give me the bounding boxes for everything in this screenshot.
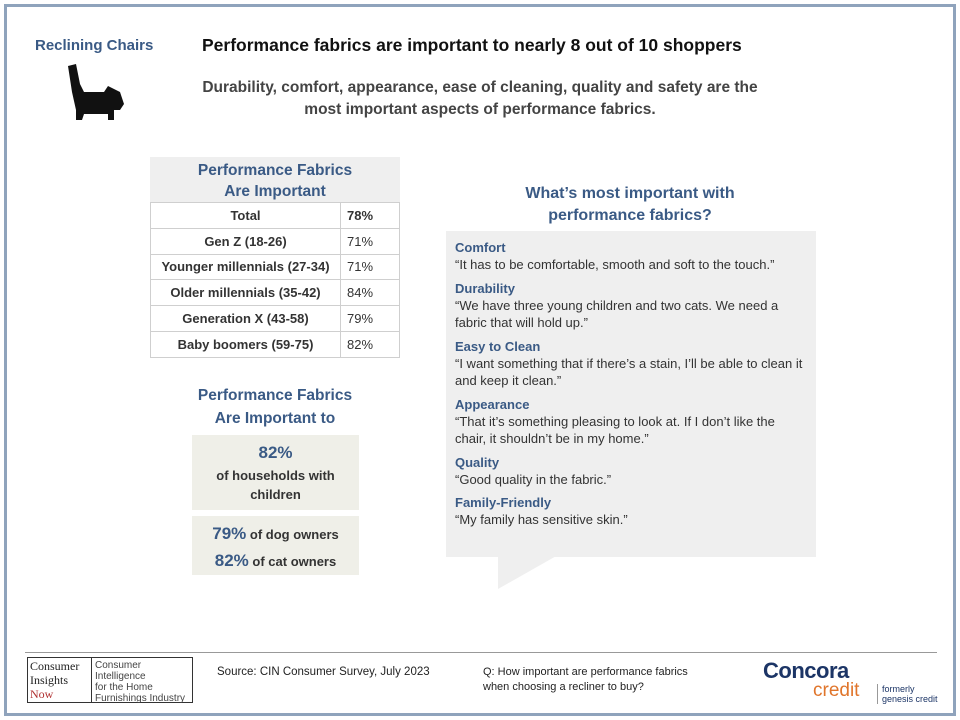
headline: Performance fabrics are important to nea…	[202, 35, 742, 55]
survey-question-line2: when choosing a recliner to buy?	[483, 681, 644, 693]
cin-tagline: Consumer Intelligence for the Home Furni…	[95, 660, 191, 704]
cin-logo: Consumer Insights Now Consumer Intellige…	[27, 657, 193, 704]
table-row: Baby boomers (59-75) 82%	[150, 330, 400, 358]
households-desc-line2: children	[250, 487, 301, 502]
table-row: Older millennials (35-42) 84%	[150, 279, 400, 307]
row-value: 82%	[340, 330, 400, 358]
row-label: Gen Z (18-26)	[150, 227, 341, 255]
row-label: Older millennials (35-42)	[150, 279, 341, 307]
quote-heading: Durability	[455, 280, 515, 296]
important-to-title: Performance Fabrics Are Important to	[150, 384, 400, 430]
important-to-title-line2: Are Important to	[214, 410, 336, 427]
quote-item: Appearance “That it’s something pleasing…	[455, 396, 808, 448]
quote-heading: Quality	[455, 454, 500, 470]
concora-formerly: formerly genesis credit	[877, 684, 938, 704]
cat-owners-stat: 82% of cat owners	[192, 548, 359, 575]
concora-formerly-line1: formerly	[882, 684, 915, 694]
quote-heading: Easy to Clean	[455, 338, 541, 354]
cin-tagline-line2: for the Home	[95, 682, 153, 693]
table-row: Total 78%	[150, 202, 400, 229]
households-desc-line1: of households with	[216, 468, 335, 483]
survey-question-line1: Q: How important are performance fabrics	[483, 666, 688, 678]
pet-owners-stat-box: 79% of dog owners 82% of cat owners	[192, 516, 359, 575]
cat-desc: of cat owners	[252, 554, 337, 569]
concora-name: Concora	[763, 658, 849, 683]
importance-table: Total 78% Gen Z (18-26) 71% Younger mill…	[150, 202, 400, 358]
table-row: Younger millennials (27-34) 71%	[150, 253, 400, 281]
quote-item: Quality “Good quality in the fabric.”	[455, 454, 808, 489]
quote-text: “That it’s something pleasing to look at…	[455, 413, 775, 447]
slide-frame	[4, 4, 956, 716]
importance-table-title: Performance Fabrics Are Important	[150, 157, 400, 202]
row-value: 84%	[340, 279, 400, 307]
cin-logo-wordmark: Consumer Insights Now	[28, 658, 92, 702]
row-value: 71%	[340, 253, 400, 281]
table-row: Gen Z (18-26) 71%	[150, 227, 400, 255]
row-label: Younger millennials (27-34)	[150, 253, 341, 281]
quote-text: “My family has sensitive skin.”	[455, 512, 628, 527]
households-pct: 82%	[258, 443, 293, 462]
dog-pct: 79%	[212, 524, 247, 543]
quote-text: “Good quality in the fabric.”	[455, 471, 612, 487]
row-value: 71%	[340, 227, 400, 255]
section-label: Reclining Chairs	[35, 37, 154, 54]
cin-logo-line1: Consumer	[30, 659, 80, 673]
quote-item: Easy to Clean “I want something that if …	[455, 338, 808, 390]
subhead: Durability, comfort, appearance, ease of…	[202, 79, 758, 118]
important-to-title-line1: Performance Fabrics	[197, 387, 353, 404]
quote-item: Comfort “It has to be comfortable, smoot…	[455, 239, 808, 274]
cin-tagline-line1: Consumer Intelligence	[95, 660, 146, 682]
cat-pct: 82%	[214, 551, 249, 570]
row-label: Total	[150, 202, 341, 229]
quote-heading: Appearance	[455, 396, 530, 412]
recliner-chair-icon	[68, 64, 124, 120]
quote-text: “We have three young children and two ca…	[455, 297, 779, 331]
quote-item: Family-Friendly “My family has sensitive…	[455, 494, 808, 529]
dog-owners-stat: 79% of dog owners	[192, 521, 359, 548]
concora-credit: credit	[813, 680, 860, 701]
source-note: Source: CIN Consumer Survey, July 2023	[217, 666, 430, 678]
concora-formerly-line2: genesis credit	[882, 694, 938, 704]
row-value: 79%	[340, 305, 400, 332]
row-value: 78%	[340, 202, 400, 229]
table-row: Generation X (43-58) 79%	[150, 305, 400, 332]
concora-logo: Concora credit formerly genesis credit	[763, 658, 943, 706]
quote-heading: Comfort	[455, 240, 506, 255]
quotes-title-line2: performance fabrics?	[548, 207, 712, 224]
importance-table-title-line1: Performance Fabrics	[197, 162, 353, 179]
quote-item: Durability “We have three young children…	[455, 280, 808, 332]
importance-table-title-line2: Are Important	[224, 183, 326, 200]
footer-divider	[25, 652, 937, 653]
speech-bubble-tail	[498, 555, 558, 589]
cin-logo-line2: Insights	[30, 673, 69, 687]
quote-heading: Family-Friendly	[455, 495, 552, 510]
quotes-title: What’s most important with performance f…	[480, 183, 780, 227]
households-desc: of households with children	[192, 466, 359, 504]
cin-tagline-line3: Furnishings Industry	[95, 693, 186, 704]
quote-text: “It has to be comfortable, smooth and so…	[455, 257, 775, 272]
quote-text: “I want something that if there’s a stai…	[455, 355, 803, 389]
households-stat-box: 82% of households with children	[192, 435, 359, 510]
cin-logo-line3: Now	[30, 687, 54, 701]
row-label: Generation X (43-58)	[150, 305, 341, 332]
dog-desc: of dog owners	[249, 527, 339, 542]
survey-question: Q: How important are performance fabrics…	[483, 665, 733, 695]
quotes-bubble: Comfort “It has to be comfortable, smoot…	[446, 231, 816, 557]
row-label: Baby boomers (59-75)	[150, 330, 341, 358]
quotes-title-line1: What’s most important with	[525, 185, 735, 202]
